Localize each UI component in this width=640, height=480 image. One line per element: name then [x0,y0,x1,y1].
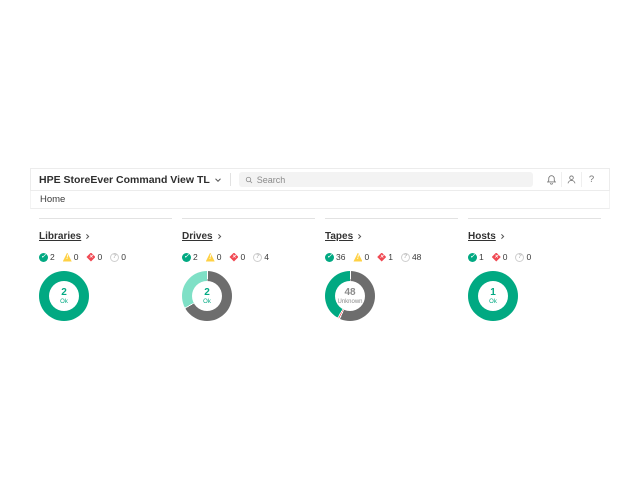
warning-status-badge: ! 0 [353,252,369,262]
panel-drives: Drives ✓ 2 ! 0 ✕ 0 ? 4 2 Ok [182,218,315,321]
ok-icon: ✓ [468,252,477,262]
app-window: HPE StoreEver Command View TL [30,168,610,335]
ok-icon: ✓ [39,252,48,262]
header-icon-group: ? [541,172,601,187]
critical-icon: ✕ [377,252,387,262]
warning-status-badge: ! 0 [62,252,78,262]
critical-icon: ✕ [491,252,501,262]
critical-status-badge: ✕ 0 [491,252,507,262]
divider [229,173,231,186]
chevron-right-icon [358,233,362,240]
tapes-link[interactable]: Tapes [325,231,363,242]
chevron-down-icon [214,176,222,184]
critical-status-badge: ✕ 0 [229,252,245,262]
breadcrumb-bar: Home [30,191,610,209]
unknown-icon: ? [400,252,410,262]
chevron-right-icon [86,233,90,240]
status-row: ✓ 1 ✕ 0 ? 0 [468,252,601,262]
chevron-right-icon [217,233,221,240]
status-row: ✓ 2 ! 0 ✕ 0 ? 4 [182,252,315,262]
notifications-button[interactable] [541,172,561,187]
app-title-menu[interactable]: HPE StoreEver Command View TL [39,174,222,186]
panel-libraries: Libraries ✓ 2 ! 0 ✕ 0 ? 0 2 Ok [39,218,172,321]
user-button[interactable] [561,172,581,187]
status-row: ✓ 36 ! 0 ✕ 1 ? 48 [325,252,458,262]
critical-icon: ✕ [86,252,96,262]
unknown-icon: ? [110,252,120,262]
hosts-donut-chart[interactable]: 1 Ok [468,271,518,321]
libraries-donut-chart[interactable]: 2 Ok [39,271,89,321]
top-bar: HPE StoreEver Command View TL [30,168,610,191]
ok-status-badge: ✓ 2 [182,252,198,262]
donut-center: 2 Ok [49,281,79,311]
unknown-status-badge: ? 0 [110,252,126,262]
panel-title: Tapes [325,231,354,242]
donut-center: 2 Ok [192,281,222,311]
hosts-link[interactable]: Hosts [468,231,506,242]
ok-status-badge: ✓ 36 [325,252,346,262]
panel-title: Drives [182,231,213,242]
tapes-donut-chart[interactable]: 48 Unknown [325,271,375,321]
unknown-icon: ? [515,252,525,262]
warning-icon: ! [205,252,215,262]
donut-center: 1 Ok [478,281,508,311]
search-input[interactable] [256,174,527,185]
ok-icon: ✓ [182,252,191,262]
critical-status-badge: ✕ 0 [86,252,102,262]
ok-status-badge: ✓ 1 [468,252,484,262]
dashboard-panels: Libraries ✓ 2 ! 0 ✕ 0 ? 0 2 Ok Drives [30,209,610,335]
chevron-right-icon [500,233,505,240]
libraries-link[interactable]: Libraries [39,231,91,242]
unknown-icon: ? [253,252,263,262]
panel-title: Hosts [468,231,496,242]
ok-icon: ✓ [325,252,334,262]
search-box[interactable] [238,172,533,187]
panel-hosts: Hosts ✓ 1 ✕ 0 ? 0 1 Ok [468,218,601,321]
app-title: HPE StoreEver Command View TL [39,173,210,186]
help-icon: ? [588,174,595,185]
unknown-status-badge: ? 48 [400,252,421,262]
user-icon [566,174,577,185]
unknown-status-badge: ? 0 [515,252,531,262]
warning-icon: ! [353,252,363,262]
panel-title: Libraries [39,231,82,242]
help-button[interactable]: ? [581,172,601,187]
critical-icon: ✕ [229,252,239,262]
search-icon [245,176,253,184]
bell-icon [546,174,557,185]
warning-icon: ! [62,252,72,262]
drives-donut-chart[interactable]: 2 Ok [182,271,232,321]
critical-status-badge: ✕ 1 [377,252,393,262]
donut-center: 48 Unknown [335,281,365,311]
panel-tapes: Tapes ✓ 36 ! 0 ✕ 1 ? 48 48 Unknown [325,218,458,321]
warning-status-badge: ! 0 [205,252,221,262]
breadcrumb-home[interactable]: Home [40,194,66,205]
unknown-status-badge: ? 4 [253,252,269,262]
drives-link[interactable]: Drives [182,231,223,242]
ok-status-badge: ✓ 2 [39,252,55,262]
status-row: ✓ 2 ! 0 ✕ 0 ? 0 [39,252,172,262]
